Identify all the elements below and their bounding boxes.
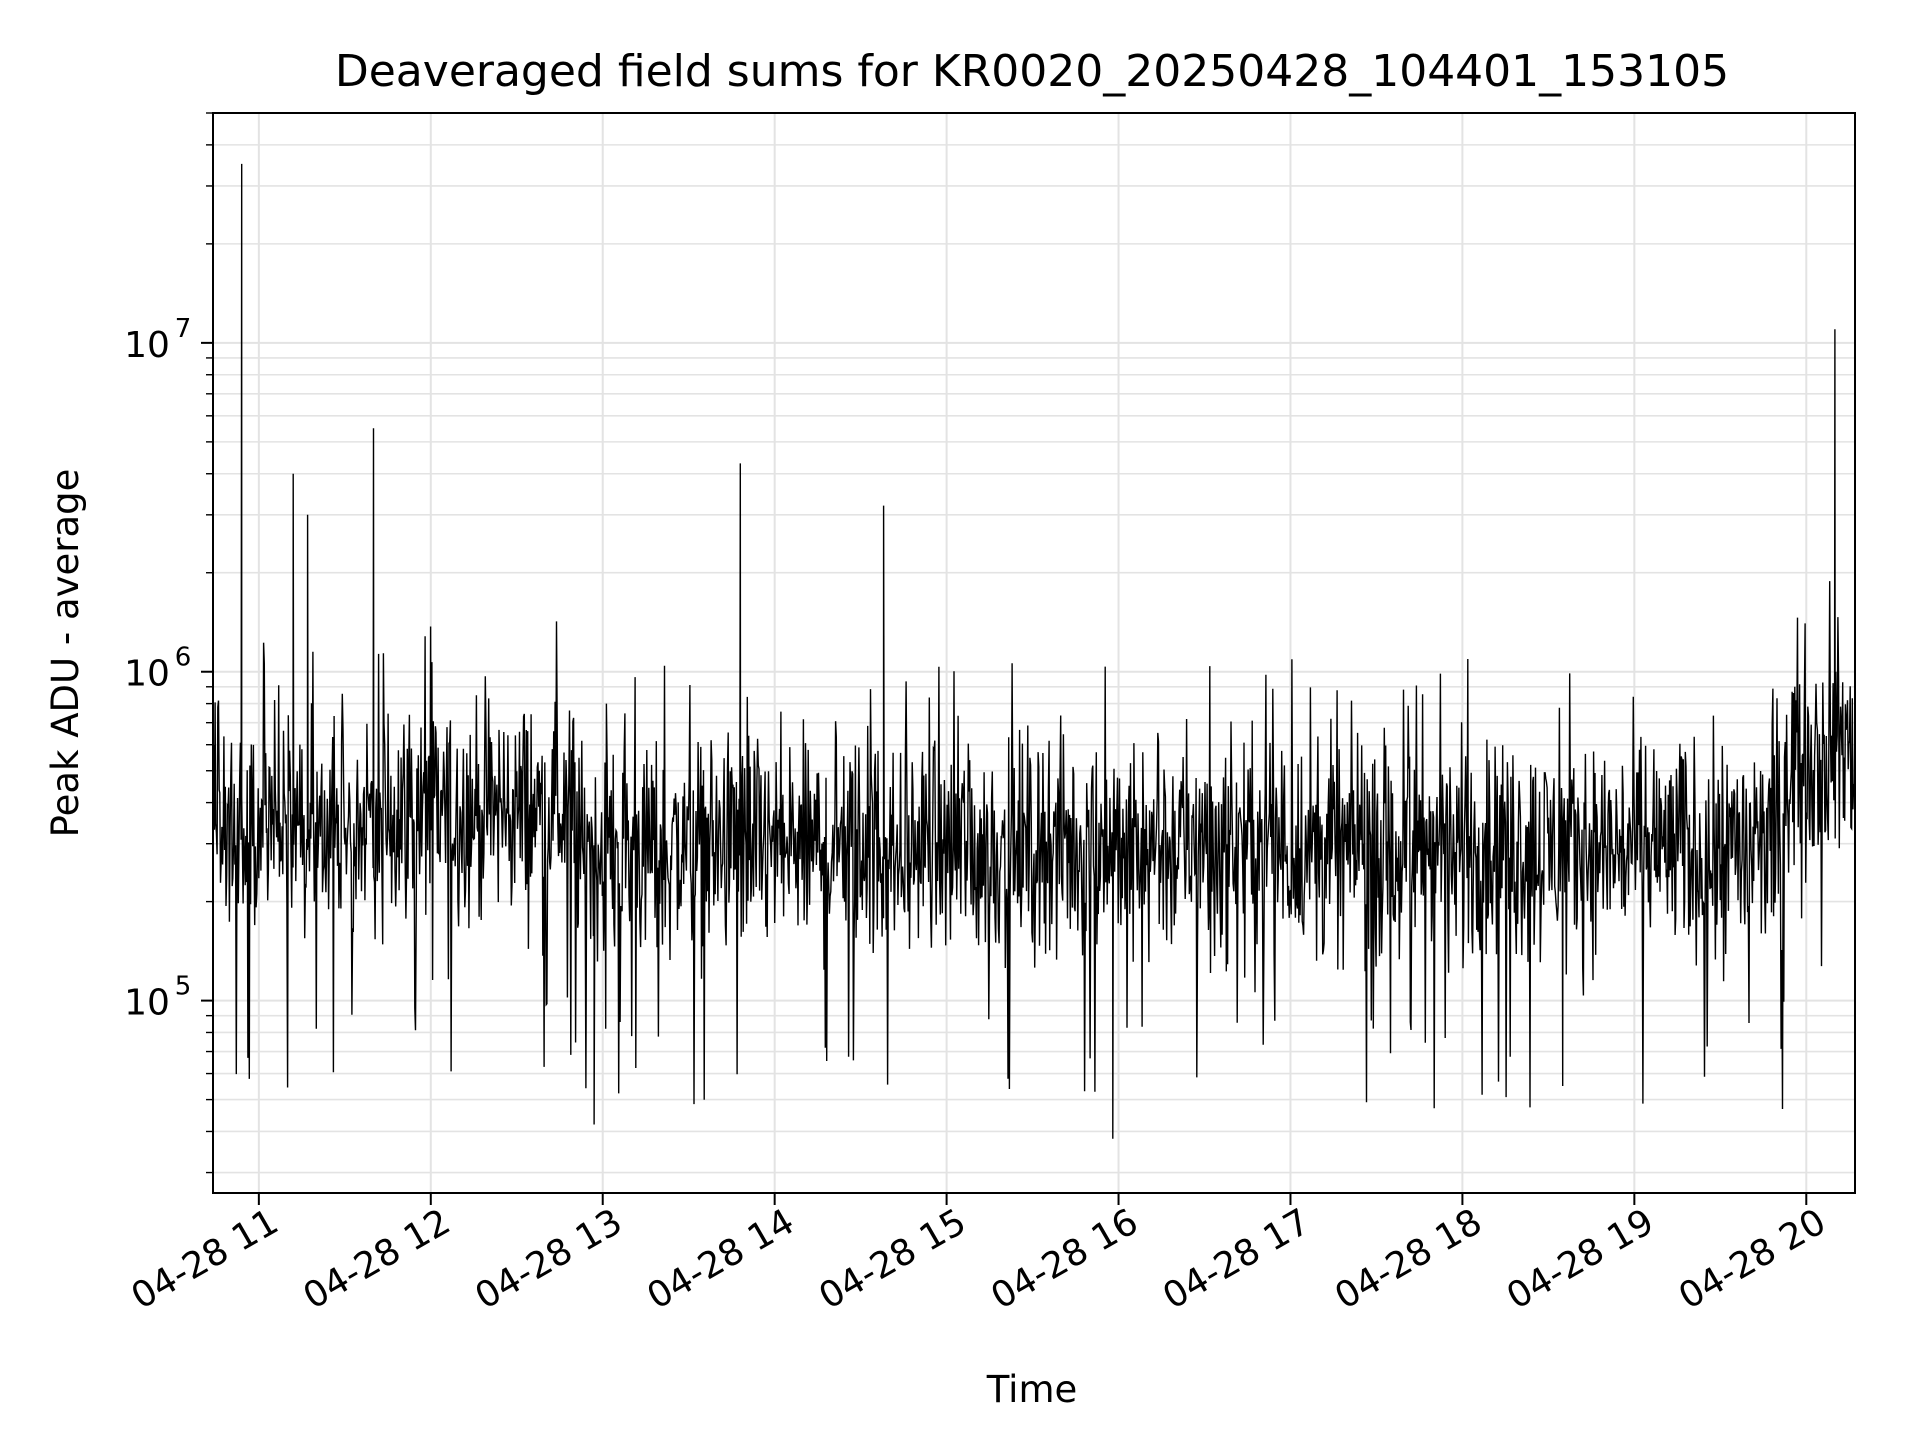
major-gridlines bbox=[213, 113, 1855, 1193]
y-tick-label: 10 bbox=[124, 983, 170, 1024]
y-tick-exponent: 5 bbox=[175, 972, 192, 1002]
y-axis-label: Peak ADU - average bbox=[44, 469, 87, 838]
plot-area bbox=[213, 163, 1855, 1139]
y-tick-exponent: 6 bbox=[175, 643, 192, 673]
x-axis-label: Time bbox=[986, 1368, 1078, 1411]
y-tick-label: 10 bbox=[124, 654, 170, 695]
series-line bbox=[213, 163, 1855, 1139]
plot-frame bbox=[212, 112, 1856, 1194]
minor-gridlines bbox=[213, 112, 1855, 1174]
y-tick-label: 10 bbox=[124, 325, 170, 366]
y-tick-exponent: 7 bbox=[175, 314, 192, 344]
chart-title: Deaveraged field sums for KR0020_2025042… bbox=[335, 46, 1729, 97]
